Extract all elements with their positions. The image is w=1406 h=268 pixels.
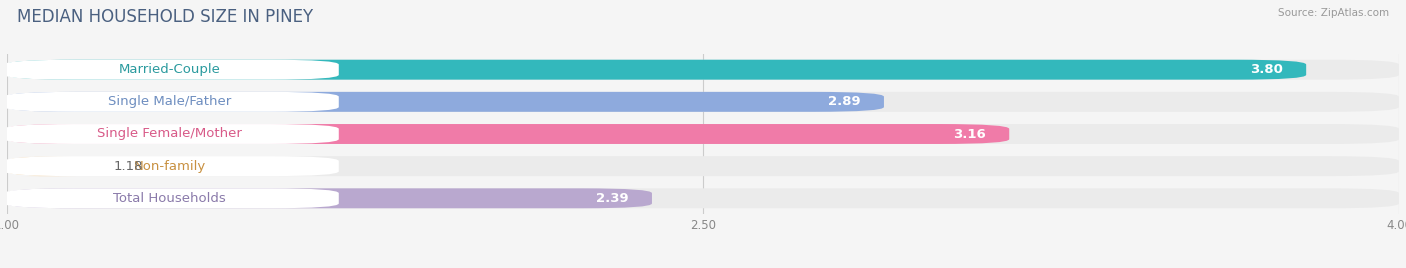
Text: 3.16: 3.16 (953, 128, 986, 140)
FancyBboxPatch shape (7, 92, 884, 112)
Text: Single Male/Father: Single Male/Father (108, 95, 231, 108)
FancyBboxPatch shape (7, 60, 1306, 80)
Text: MEDIAN HOUSEHOLD SIZE IN PINEY: MEDIAN HOUSEHOLD SIZE IN PINEY (17, 8, 314, 26)
FancyBboxPatch shape (7, 124, 1010, 144)
Text: 2.89: 2.89 (828, 95, 860, 108)
FancyBboxPatch shape (7, 188, 652, 208)
FancyBboxPatch shape (7, 156, 1399, 176)
Text: Non-family: Non-family (134, 160, 205, 173)
Text: Total Households: Total Households (112, 192, 226, 205)
FancyBboxPatch shape (7, 188, 1399, 208)
FancyBboxPatch shape (4, 124, 339, 144)
Text: Married-Couple: Married-Couple (118, 63, 221, 76)
FancyBboxPatch shape (7, 92, 1399, 112)
FancyBboxPatch shape (7, 124, 1399, 144)
FancyBboxPatch shape (7, 60, 1399, 80)
Text: Single Female/Mother: Single Female/Mother (97, 128, 242, 140)
FancyBboxPatch shape (7, 156, 90, 176)
FancyBboxPatch shape (4, 60, 339, 80)
Text: 2.39: 2.39 (596, 192, 628, 205)
Text: 1.18: 1.18 (114, 160, 143, 173)
FancyBboxPatch shape (4, 188, 339, 208)
FancyBboxPatch shape (4, 156, 339, 176)
FancyBboxPatch shape (4, 92, 339, 112)
Text: Source: ZipAtlas.com: Source: ZipAtlas.com (1278, 8, 1389, 18)
Text: 3.80: 3.80 (1250, 63, 1284, 76)
